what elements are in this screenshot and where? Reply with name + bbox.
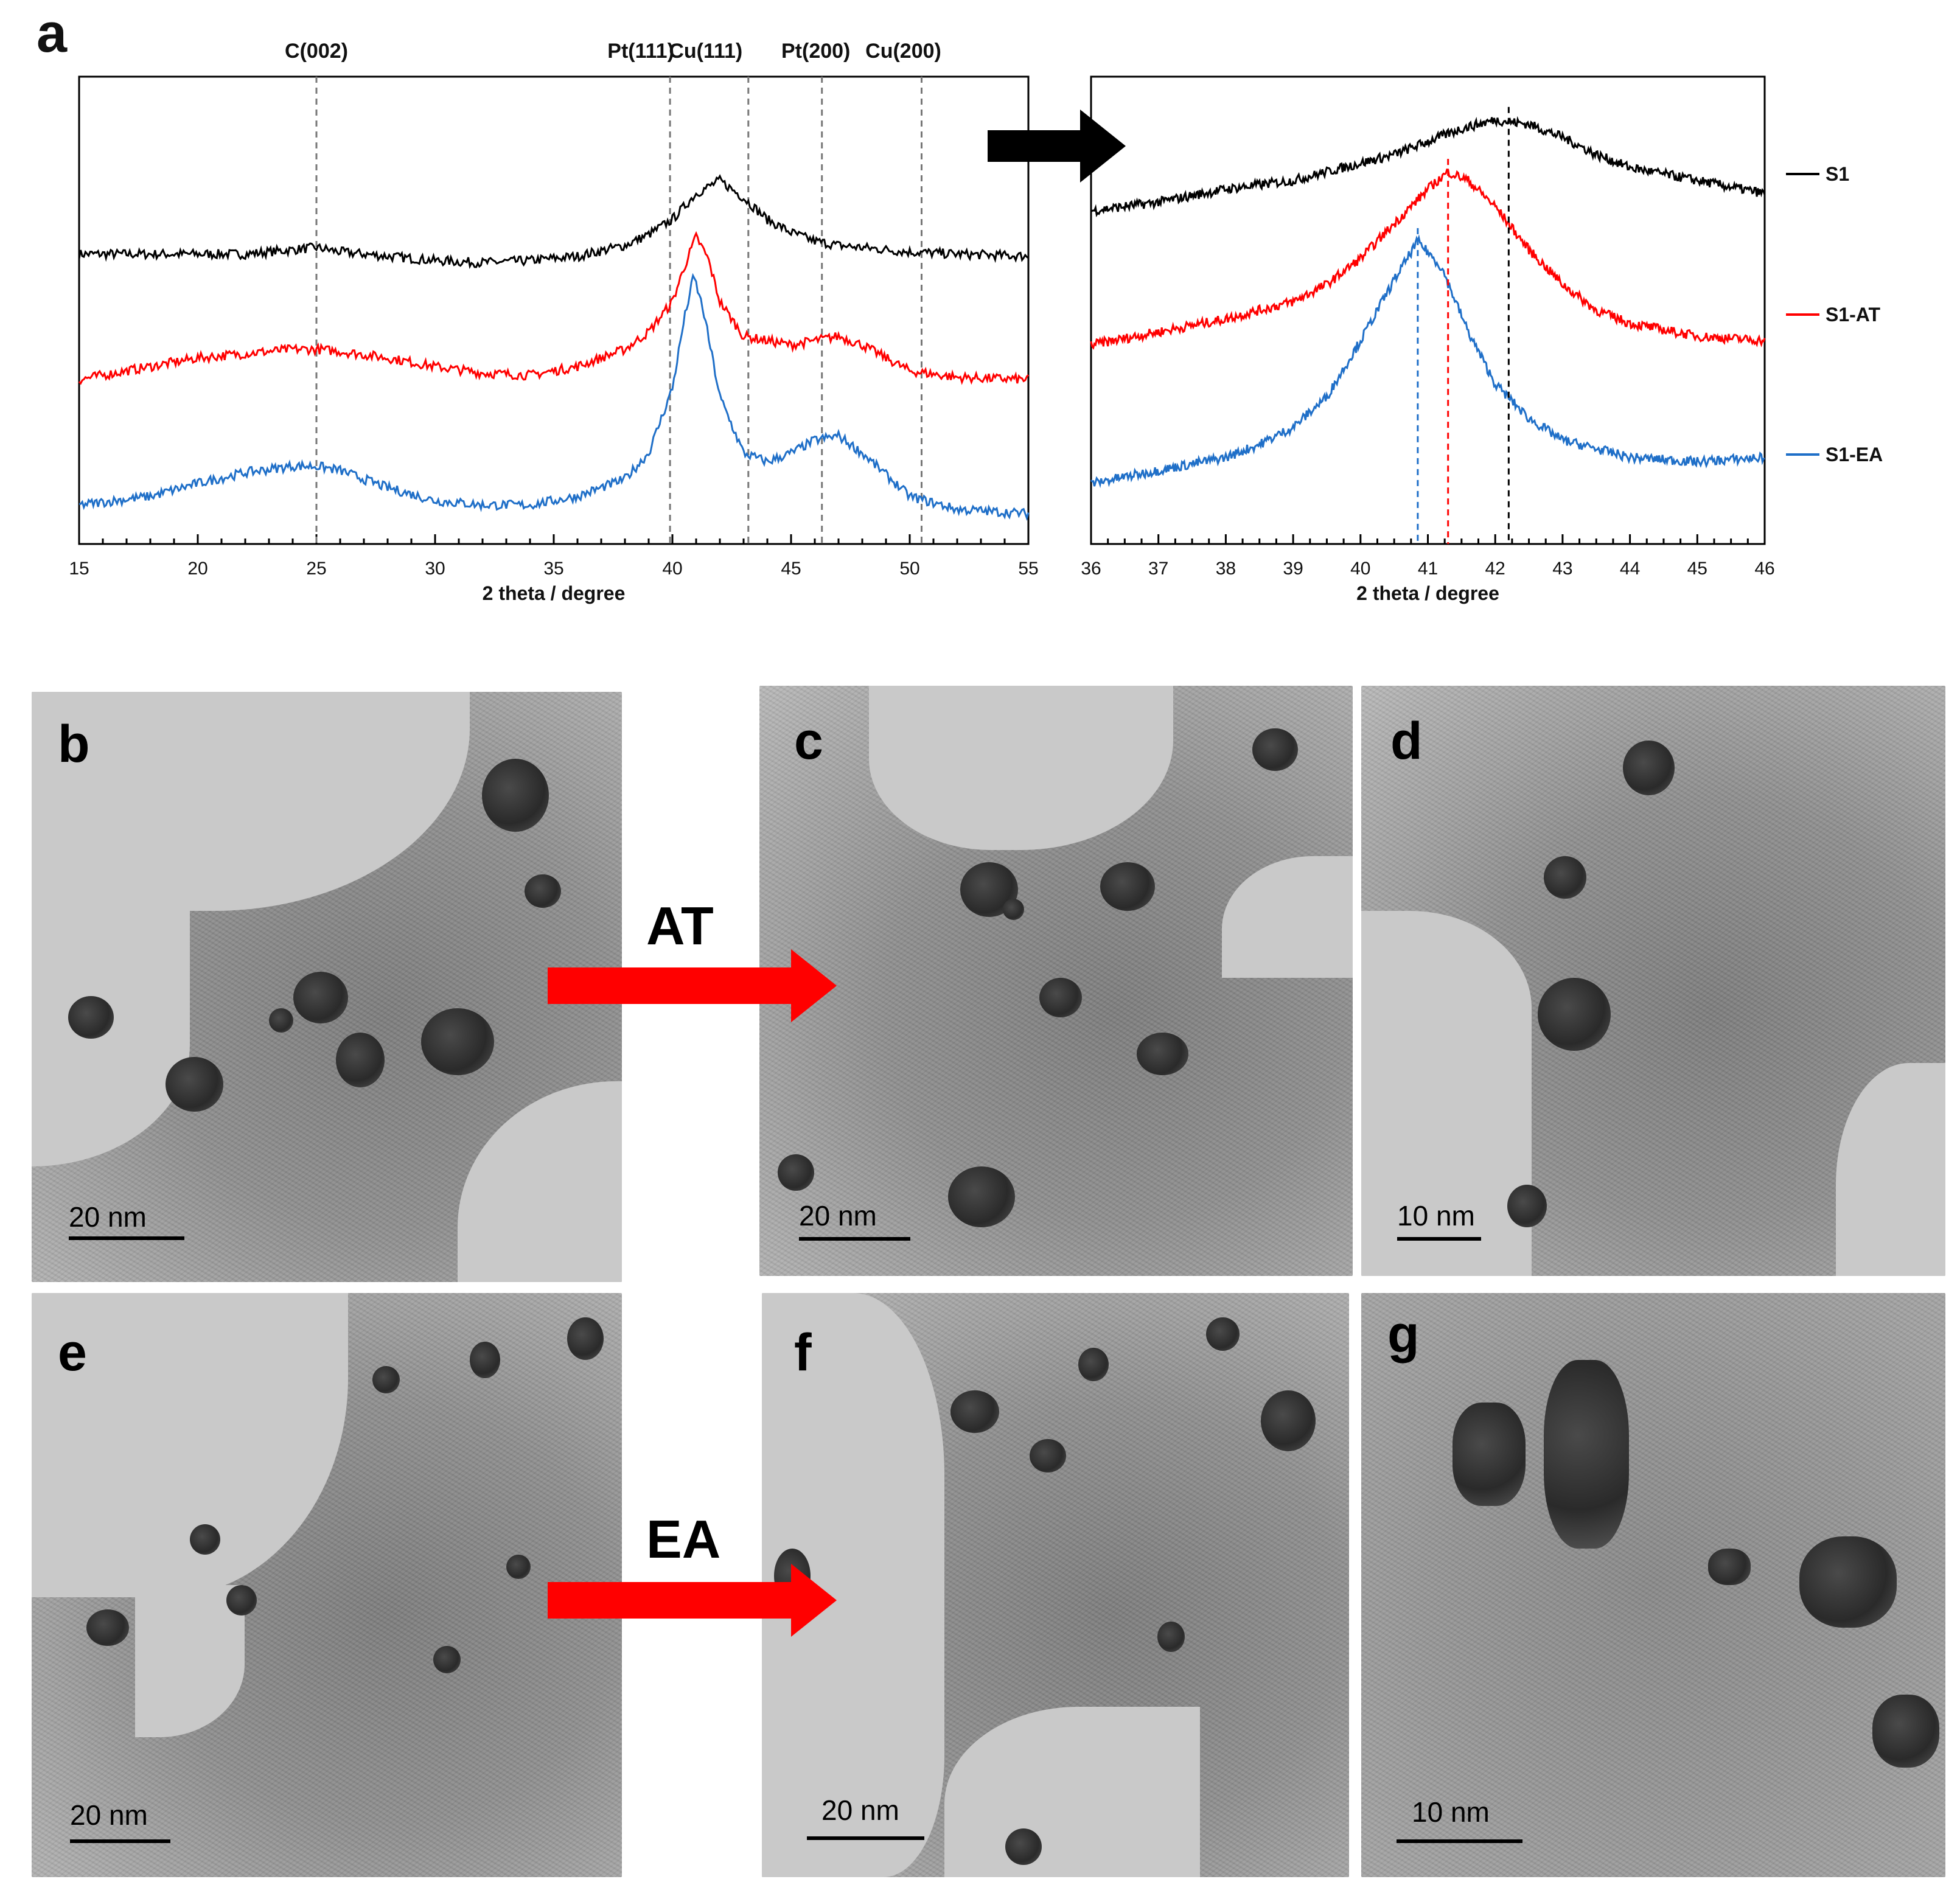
x-tick-label: 15 xyxy=(69,559,89,579)
x-tick-label: 20 xyxy=(187,559,208,579)
legend-label: S1-AT xyxy=(1826,304,1881,326)
tem-image-g xyxy=(1361,1293,1945,1877)
panel-label-d: d xyxy=(1390,712,1423,770)
panel-label-f: f xyxy=(794,1323,812,1382)
big-arrow-icon xyxy=(988,110,1126,183)
x-tick-label: 42 xyxy=(1485,559,1505,579)
scale-label-g: 10 nm xyxy=(1412,1796,1490,1828)
scale-bar-g xyxy=(1397,1839,1522,1843)
panel-label-a: a xyxy=(37,3,68,64)
legend-label: S1-EA xyxy=(1826,444,1883,465)
scale-label-b: 20 nm xyxy=(69,1201,147,1233)
tem-image-f xyxy=(762,1293,1349,1877)
x-tick-label: 45 xyxy=(1687,559,1707,579)
x-tick-label: 45 xyxy=(781,559,801,579)
plot-frame-right xyxy=(1090,75,1766,545)
peak-label: C(002) xyxy=(285,40,348,63)
panel-label-e: e xyxy=(58,1323,87,1382)
series-line-s1-ea xyxy=(78,273,1030,521)
scale-bar-e xyxy=(70,1839,170,1843)
tem-image-d xyxy=(1361,686,1945,1276)
x-tick-label: 46 xyxy=(1754,559,1774,579)
x-tick-label: 37 xyxy=(1148,559,1168,579)
x-tick-label: 36 xyxy=(1081,559,1101,579)
tem-image-b xyxy=(32,692,622,1282)
series-line-s1-at xyxy=(1090,168,1766,350)
x-tick-label: 35 xyxy=(543,559,563,579)
x-tick-label: 30 xyxy=(425,559,445,579)
series-line-s1 xyxy=(1090,116,1766,218)
x-tick-label: 38 xyxy=(1216,559,1236,579)
peak-label: Pt(111) xyxy=(607,40,674,63)
x-tick-label: 43 xyxy=(1552,559,1572,579)
x-axis-label: 2 theta / degree xyxy=(1356,582,1499,604)
panel-label-b: b xyxy=(58,715,90,773)
scale-label-f: 20 nm xyxy=(821,1794,899,1826)
scale-label-d: 10 nm xyxy=(1397,1200,1475,1232)
x-tick-label: 40 xyxy=(662,559,682,579)
x-tick-label: 44 xyxy=(1620,559,1640,579)
scale-bar-b xyxy=(69,1236,184,1240)
process-label-at: AT xyxy=(646,896,714,956)
peak-label: Cu(200) xyxy=(865,40,941,63)
x-tick-label: 50 xyxy=(899,559,919,579)
panel-label-c: c xyxy=(794,712,823,770)
x-tick-label: 41 xyxy=(1418,559,1438,579)
series-line-s1 xyxy=(78,174,1029,270)
panel-label-g: g xyxy=(1387,1305,1420,1364)
series-line-s1-ea xyxy=(1090,234,1765,489)
arrow-at xyxy=(548,949,837,1022)
plot-frame-left xyxy=(78,75,1030,545)
process-label-ea: EA xyxy=(646,1509,721,1569)
xrd-charts: 15 20 25 30 35 40 45 50 55 2 theta / degree C(002)… xyxy=(69,40,1883,604)
scale-label-e: 20 nm xyxy=(70,1799,148,1831)
tem-image-e xyxy=(32,1293,622,1877)
x-tick-label: 25 xyxy=(306,559,326,579)
legend-label: S1 xyxy=(1826,163,1849,185)
series-line-s1-at xyxy=(78,231,1030,385)
x-tick-label: 55 xyxy=(1018,559,1038,579)
x-tick-label: 39 xyxy=(1283,559,1303,579)
scale-bar-d xyxy=(1397,1237,1481,1241)
peak-label: Pt(200) xyxy=(781,40,850,63)
tem-image-c xyxy=(759,686,1353,1276)
arrow-ea xyxy=(548,1564,837,1637)
peak-label: Cu(111) xyxy=(669,40,742,63)
scale-label-c: 20 nm xyxy=(799,1200,877,1232)
x-tick-label: 40 xyxy=(1350,559,1370,579)
scale-bar-f xyxy=(807,1836,924,1840)
x-axis-label: 2 theta / degree xyxy=(483,582,626,604)
scale-bar-c xyxy=(799,1237,910,1241)
